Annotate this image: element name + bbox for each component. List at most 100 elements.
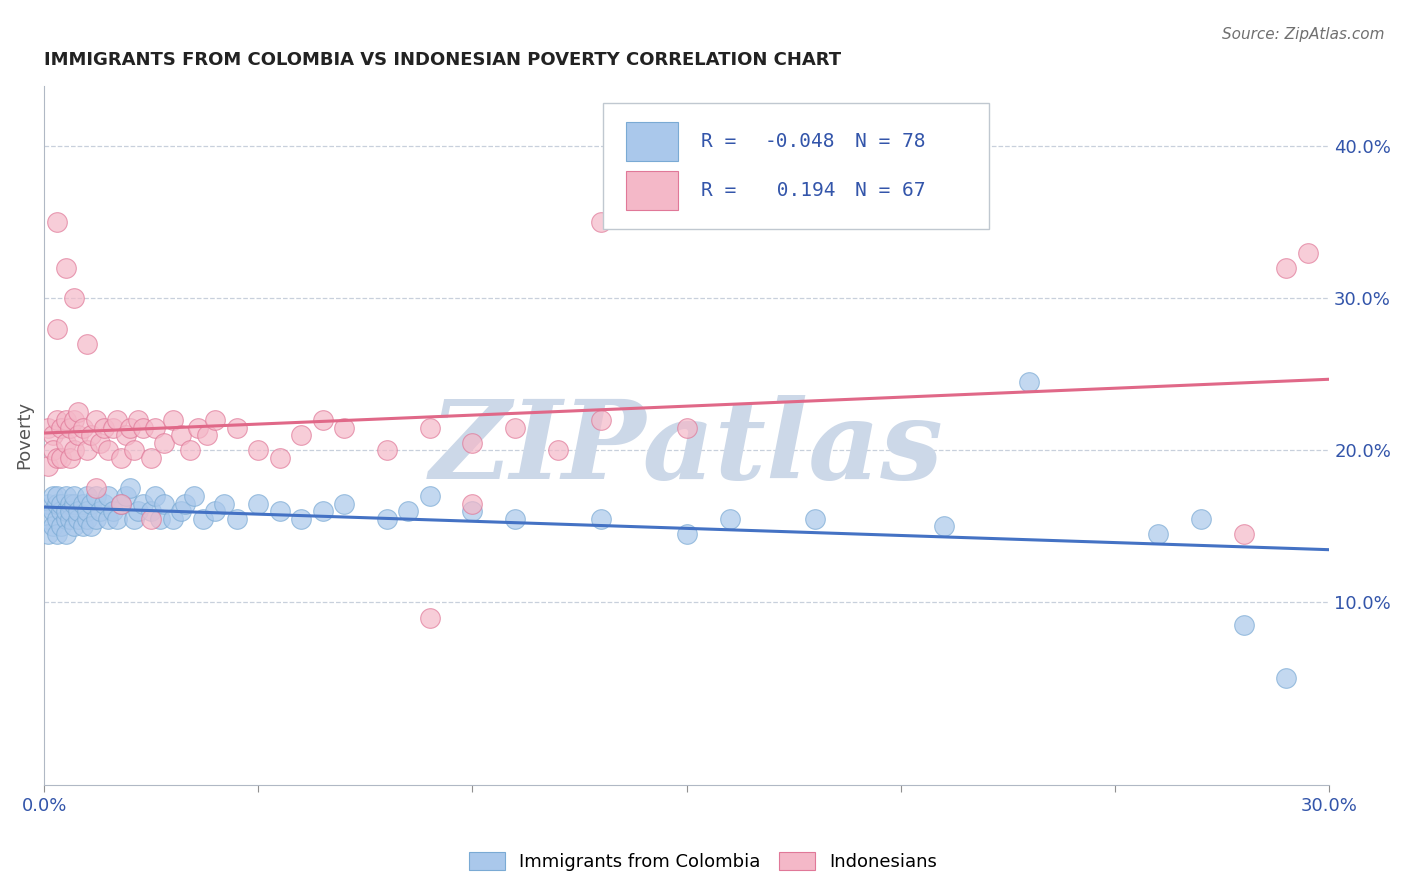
Point [51,450,73,465]
Point [419,420,441,434]
FancyBboxPatch shape [626,122,678,161]
Point [174,497,197,511]
Point [72,497,94,511]
Point [290,428,312,442]
Point [153,435,176,450]
Point [589,413,612,427]
Point [225,420,247,434]
Point [37,497,59,511]
Text: R =: R = [700,181,737,200]
Point [127,504,149,518]
Point [170,428,193,442]
Point [269,504,291,518]
Point [375,443,398,458]
Point [63,497,86,511]
Point [67,504,90,518]
Point [59,504,82,518]
Point [195,428,218,442]
Point [76,504,98,518]
Point [141,504,163,518]
Point [101,504,124,518]
Point [145,489,167,503]
Point [311,413,333,427]
Point [51,519,73,533]
Point [46,413,69,427]
Point [55,527,77,541]
Point [84,489,107,503]
Point [118,420,141,434]
Point [97,489,120,503]
Point [589,215,612,229]
Point [333,420,356,434]
Point [162,413,184,427]
Point [1018,375,1040,389]
Point [46,489,69,503]
Point [1275,671,1298,685]
Point [1189,512,1212,526]
Point [59,420,82,434]
Point [505,420,527,434]
Point [333,497,356,511]
Point [804,512,827,526]
Point [187,420,209,434]
Point [110,497,132,511]
Point [247,497,270,511]
Point [93,420,115,434]
Point [718,512,741,526]
Point [51,497,73,511]
Point [149,512,172,526]
Point [97,443,120,458]
Point [204,413,226,427]
Point [72,420,94,434]
Point [80,428,103,442]
Point [131,497,153,511]
Point [37,527,59,541]
Point [59,512,82,526]
Text: -0.048: -0.048 [765,132,835,151]
Point [419,610,441,624]
Point [41,504,63,518]
Point [375,512,398,526]
Point [80,519,103,533]
Point [311,504,333,518]
Text: 0.194: 0.194 [765,181,835,200]
Point [46,450,69,465]
Point [105,413,128,427]
Point [46,527,69,541]
Point [122,512,145,526]
Point [131,420,153,434]
Point [41,489,63,503]
FancyBboxPatch shape [603,103,988,229]
Point [76,489,98,503]
Point [122,443,145,458]
Point [46,512,69,526]
Point [51,504,73,518]
Point [269,450,291,465]
Point [212,497,235,511]
Point [1147,527,1170,541]
Y-axis label: Poverty: Poverty [15,401,32,469]
Point [170,504,193,518]
Point [127,413,149,427]
Point [932,519,955,533]
Point [84,481,107,495]
Point [72,519,94,533]
Point [141,512,163,526]
Text: ZIPatlas: ZIPatlas [430,395,943,503]
Point [63,519,86,533]
Point [67,405,90,419]
Point [183,489,205,503]
Point [290,512,312,526]
Point [247,443,270,458]
Point [55,435,77,450]
Point [55,489,77,503]
Point [1275,260,1298,275]
Point [162,512,184,526]
Point [46,322,69,336]
Point [59,497,82,511]
Point [46,497,69,511]
Point [204,504,226,518]
Point [419,489,441,503]
Text: N = 67: N = 67 [855,181,925,200]
Point [1232,527,1254,541]
